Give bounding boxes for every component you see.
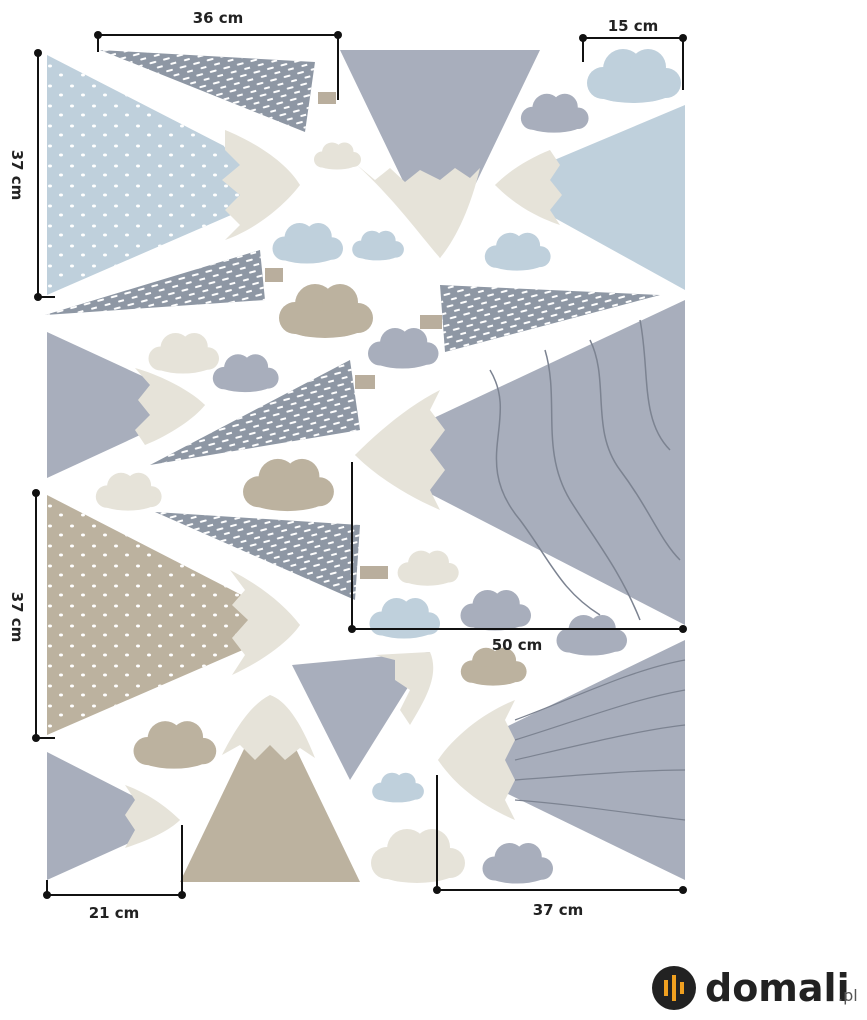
dimension-label: 36 cm bbox=[193, 9, 244, 27]
logo: domali .pl bbox=[652, 966, 858, 1010]
dimension-label: 21 cm bbox=[89, 904, 140, 922]
dimension-label: 15 cm bbox=[608, 17, 659, 35]
dimension-label: 37 cm bbox=[8, 150, 26, 201]
dimension-label: 37 cm bbox=[8, 592, 26, 643]
dimension-label: 50 cm bbox=[492, 636, 543, 654]
stickers bbox=[45, 49, 686, 884]
dimension-lines bbox=[32, 31, 687, 899]
logo-suffix: .pl bbox=[838, 986, 858, 1005]
dimension-label: 37 cm bbox=[533, 901, 584, 919]
logo-name: domali bbox=[705, 966, 850, 1010]
